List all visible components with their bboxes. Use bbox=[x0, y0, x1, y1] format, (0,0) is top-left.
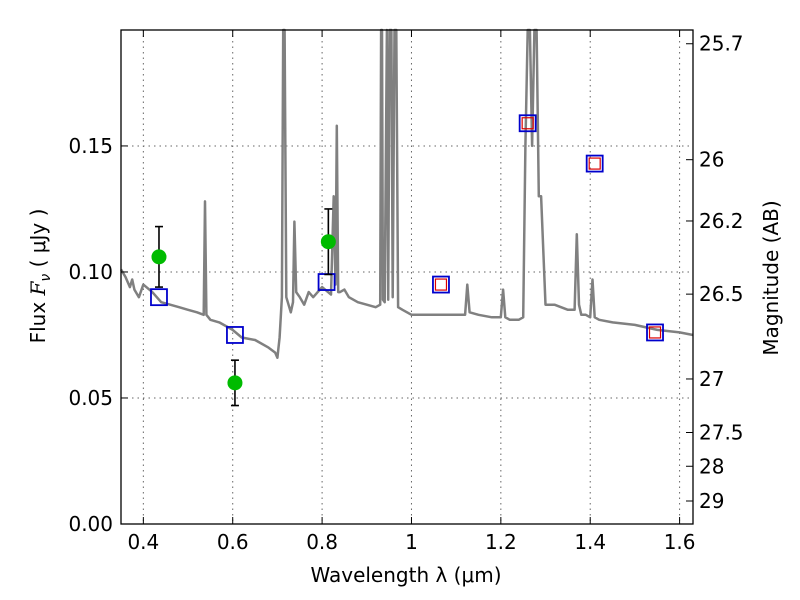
x-tick-label: 0.4 bbox=[127, 530, 159, 554]
model-spectrum-line bbox=[119, 28, 694, 359]
model-band-square bbox=[518, 114, 537, 133]
model-band-inner-square bbox=[648, 326, 662, 339]
y-tick-label: 0.15 bbox=[68, 134, 113, 158]
model-spectrum-group bbox=[119, 28, 694, 359]
magnitude-tick-label: 27 bbox=[699, 367, 724, 391]
x-tick-label: 1.4 bbox=[574, 530, 606, 554]
model-band-inner-square bbox=[434, 278, 448, 291]
y-axis-label-suffix: ( μJy ) bbox=[26, 209, 50, 274]
grid bbox=[121, 30, 693, 524]
x-tick-label: 1.2 bbox=[485, 530, 517, 554]
plot-frame bbox=[120, 29, 694, 525]
observed-point bbox=[227, 375, 243, 391]
y-axis-label-symbol: F bbox=[26, 280, 50, 296]
x-tick-label: 1.6 bbox=[664, 530, 696, 554]
model-band-square bbox=[646, 323, 664, 342]
magnitude-ticks: 25.7 26 26.2 26.5 27 27.5 28 29 bbox=[686, 32, 744, 513]
y-tick-label: 0.00 bbox=[68, 512, 113, 536]
magnitude-tick-label: 26 bbox=[699, 148, 724, 172]
x-axis-label: Wavelength λ (μm) bbox=[310, 563, 501, 587]
y-tick-label: 0.05 bbox=[68, 386, 113, 410]
observed-points-group bbox=[151, 208, 336, 407]
magnitude-tick-label: 29 bbox=[699, 489, 724, 513]
x-ticks: 0.4 0.6 0.8 1 1.2 1.4 1.6 bbox=[127, 30, 696, 554]
y-axis-label: Flux Fν ( μJy ) bbox=[26, 209, 54, 344]
model-bands-group bbox=[150, 114, 664, 344]
model-band-square bbox=[585, 154, 604, 173]
x-tick-label: 0.8 bbox=[306, 530, 338, 554]
y-axis-label-symbol-sub: ν bbox=[38, 274, 54, 282]
model-band-inner-square bbox=[521, 117, 534, 130]
y-axis-label-prefix: Flux bbox=[26, 295, 50, 343]
model-band-square bbox=[432, 275, 450, 294]
magnitude-tick-label: 27.5 bbox=[699, 420, 744, 444]
y-ticks: 0.00 0.05 0.10 0.15 bbox=[68, 134, 128, 536]
model-band-square bbox=[226, 326, 244, 344]
y-tick-label: 0.10 bbox=[68, 260, 113, 284]
x-tick-label: 1 bbox=[405, 530, 418, 554]
magnitude-tick-label: 26.2 bbox=[699, 209, 744, 233]
magnitude-tick-label: 25.7 bbox=[699, 32, 744, 56]
model-band-inner-square bbox=[588, 157, 601, 170]
observed-point bbox=[320, 234, 336, 250]
observed-point bbox=[151, 249, 167, 265]
magnitude-tick-label: 28 bbox=[699, 454, 724, 478]
x-tick-label: 0.6 bbox=[217, 530, 249, 554]
model-band-square bbox=[150, 288, 168, 307]
right-axis-label: Magnitude (AB) bbox=[759, 200, 783, 355]
magnitude-tick-label: 26.5 bbox=[699, 282, 744, 306]
